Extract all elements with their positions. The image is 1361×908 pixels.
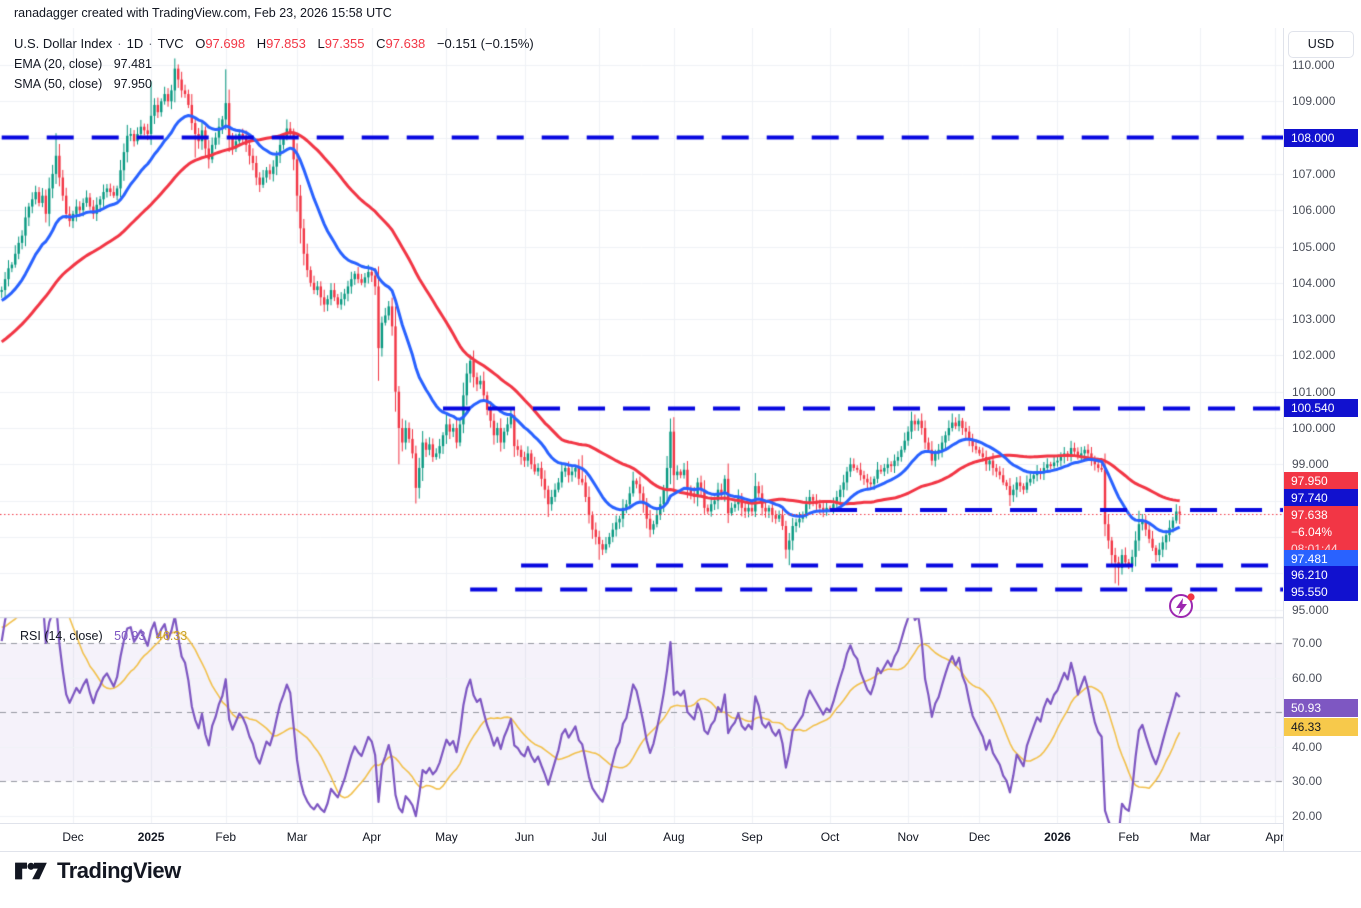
price-tick-label: 103.000 [1292, 312, 1336, 327]
price-scale-border [1283, 28, 1284, 851]
time-axis-month-label: Jul [591, 830, 607, 844]
price-tick-label: 109.000 [1292, 94, 1336, 109]
interval-label: 1D [126, 36, 144, 51]
time-axis-year-label: 2025 [137, 830, 165, 844]
time-axis-month-label: Dec [968, 830, 991, 844]
sma-label: SMA (50, close) [14, 77, 103, 91]
ema-legend-row: EMA (20, close) 97.481 [14, 54, 534, 74]
price-tick-label: 99.000 [1292, 457, 1329, 472]
open-value: 97.698 [205, 36, 246, 51]
rsi-label: RSI (14, close) [20, 629, 103, 643]
time-axis-month-label: Feb [215, 830, 237, 844]
time-axis-month-label: Apr [1265, 830, 1285, 844]
time-axis-month-label: Mar [1189, 830, 1211, 844]
price-tick-label: 106.000 [1292, 203, 1336, 218]
time-axis-year-label: 2026 [1044, 830, 1071, 844]
time-axis-month-label: Nov [897, 830, 919, 844]
time-axis-border [0, 823, 1283, 824]
tradingview-brand-text: TradingView [57, 858, 181, 883]
rsi-tick-label: 20.00 [1292, 808, 1323, 823]
symbol-legend-row: U.S. Dollar Index · 1D · TVC O97.698 H97.853… [14, 36, 534, 51]
chart-bottom-border [0, 851, 1361, 852]
time-axis-month-label: May [435, 830, 458, 844]
price-tick-label: 105.000 [1292, 239, 1336, 254]
time-axis-month-label: Mar [286, 830, 308, 844]
flash-icon-button[interactable] [1167, 590, 1197, 620]
price-badge-rsi: 50.93 [1284, 699, 1358, 717]
chart-legend[interactable]: U.S. Dollar Index · 1D · TVC O97.698 H97.853… [14, 34, 534, 94]
flash-icon [1169, 593, 1195, 618]
time-axis-month-label: Sep [741, 830, 763, 844]
rsi-tick-label: 30.00 [1292, 774, 1323, 788]
low-value: 97.355 [324, 36, 365, 51]
tradingview-logo[interactable]: TradingView [14, 858, 181, 884]
time-axis-month-label: Jun [514, 830, 535, 844]
price-tick-label: 107.000 [1292, 166, 1336, 181]
ema-label: EMA (20, close) [14, 57, 103, 71]
price-tick-label: 110.000 [1292, 58, 1335, 72]
price-tick-label: 104.000 [1292, 275, 1336, 290]
symbol-title: U.S. Dollar Index [14, 36, 113, 51]
rsi-legend[interactable]: RSI (14, close) 50.93 46.33 [20, 629, 187, 643]
time-axis-month-label: Oct [820, 830, 840, 844]
rsi-tick-label: 40.00 [1292, 739, 1323, 754]
sma-value: 97.950 [113, 77, 152, 91]
time-axis-month-label: Dec [62, 830, 84, 844]
price-tick-label: 101.000 [1292, 384, 1336, 399]
time-axis-month-label: Feb [1118, 830, 1140, 844]
ema-value: 97.481 [113, 57, 152, 71]
price-badge-level_95550: 95.550 [1284, 583, 1358, 601]
time-axis-month-label: Aug [663, 830, 685, 844]
price-tick-label: 100.000 [1292, 421, 1336, 435]
rsi-tick-label: 70.00 [1292, 636, 1323, 650]
time-axis-month-label: Apr [362, 830, 382, 844]
price-tick-label: 102.000 [1292, 348, 1336, 363]
price-badge-ema: 97.481 [1284, 550, 1358, 568]
rsi-tick-label: 60.00 [1292, 670, 1323, 685]
price-badge-level_97740: 97.740 [1284, 489, 1358, 507]
rsi-value: 50.93 [114, 629, 146, 643]
sma-legend-row: SMA (50, close) 97.950 [14, 74, 534, 94]
price-badge-level_100540: 100.540 [1284, 399, 1358, 417]
change-value: −0.151 (−0.15%) [436, 36, 534, 51]
currency-usd-button[interactable]: USD [1288, 31, 1354, 58]
price-chart-canvas[interactable] [0, 28, 1283, 823]
price-badge-sma_ma: 97.950 [1284, 472, 1358, 490]
price-badge-rsi_ma: 46.33 [1284, 718, 1358, 736]
price-scale[interactable]: USD 110.000 109.000 108.000 107.000 106.000 1… [1284, 28, 1361, 851]
high-value: 97.853 [266, 36, 306, 51]
price-badge-dxy: 97.638 −6.04% 08:01:44 [1284, 506, 1358, 558]
exchange-label: TVC [157, 36, 184, 51]
rsi-ma-value: 46.33 [155, 629, 188, 643]
tradingview-logo-icon [15, 862, 47, 880]
close-value: 97.638 [385, 36, 426, 51]
price-badge-level_108: 108.000 [1284, 128, 1358, 147]
attribution-text: ranadagger created with TradingView.com,… [14, 6, 392, 20]
price-badge-level_96210: 96.210 [1284, 566, 1358, 584]
price-tick-label: 95.000 [1292, 602, 1329, 617]
